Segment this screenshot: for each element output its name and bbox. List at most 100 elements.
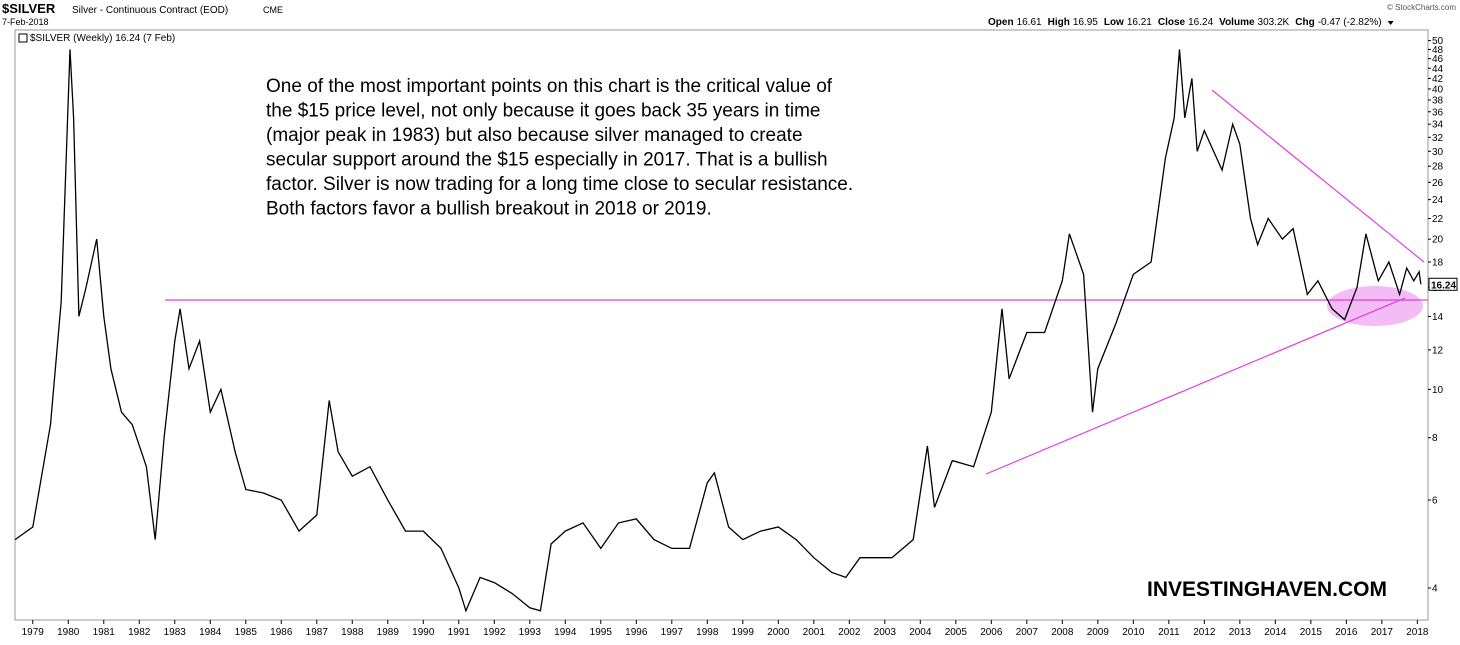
legend-swatch bbox=[18, 33, 28, 43]
y-tick-label: 44 bbox=[1432, 64, 1444, 75]
x-tick-label: 1999 bbox=[732, 627, 755, 638]
x-tick-label: 1987 bbox=[306, 627, 329, 638]
x-tick-label: 2012 bbox=[1193, 627, 1216, 638]
x-tick-label: 1981 bbox=[93, 627, 116, 638]
annotation-line: factor. Silver is now trading for a long… bbox=[266, 174, 853, 195]
annotation-line: (major peak in 1983) but also because si… bbox=[266, 125, 803, 146]
quote: Open 16.61 High 16.95 Low 16.21 Close 16.24 Volu… bbox=[988, 17, 1394, 28]
x-tick-label: 1991 bbox=[448, 627, 471, 638]
x-tick-label: 1982 bbox=[128, 627, 151, 638]
highlight-ellipse bbox=[1327, 286, 1423, 326]
x-tick-label: 1993 bbox=[519, 627, 542, 638]
x-tick-label: 1980 bbox=[57, 627, 80, 638]
quote-value: 16.21 bbox=[1127, 17, 1152, 28]
x-tick-label: 2005 bbox=[945, 627, 968, 638]
x-tick-label: 2011 bbox=[1158, 627, 1180, 638]
y-tick-label: 38 bbox=[1432, 96, 1444, 107]
y-tick-label: 14 bbox=[1432, 312, 1444, 323]
annotation-line: Both factors favor a bullish breakout in… bbox=[266, 199, 712, 220]
quote-arrow bbox=[1387, 21, 1394, 25]
x-tick-label: 1996 bbox=[625, 627, 648, 638]
last-price-label: 16.24 bbox=[1431, 280, 1456, 291]
quote-label: Volume bbox=[1219, 17, 1255, 28]
chart-title: $SILVER bbox=[2, 1, 56, 16]
x-tick-label: 2002 bbox=[838, 627, 861, 638]
quote-value: -0.47 (-2.82%) bbox=[1318, 17, 1382, 28]
y-tick-label: 36 bbox=[1432, 107, 1444, 118]
x-tick-label: 2007 bbox=[1016, 627, 1039, 638]
x-tick-label: 2006 bbox=[980, 627, 1003, 638]
y-tick-label: 10 bbox=[1432, 385, 1444, 396]
y-tick-label: 12 bbox=[1432, 345, 1444, 356]
annotation-line: secular support around the $15 especiall… bbox=[266, 150, 828, 171]
y-tick-label: 34 bbox=[1432, 120, 1444, 131]
x-tick-label: 1989 bbox=[377, 627, 400, 638]
support-trendline bbox=[985, 297, 1406, 475]
y-tick-label: 40 bbox=[1432, 84, 1444, 95]
x-tick-label: 1992 bbox=[483, 627, 506, 638]
quote-label: High bbox=[1048, 17, 1070, 28]
x-tick-label: 1990 bbox=[412, 627, 435, 638]
x-tick-label: 2013 bbox=[1229, 627, 1252, 638]
x-tick-label: 1988 bbox=[341, 627, 364, 638]
annotation: One of the most important points on this… bbox=[266, 76, 853, 220]
plot-frame bbox=[14, 29, 1429, 621]
last-price-box bbox=[1428, 277, 1458, 291]
annotation-line: One of the most important points on this… bbox=[266, 76, 833, 97]
y-tick-label: 24 bbox=[1432, 195, 1444, 206]
y-tick-label: 4 bbox=[1432, 583, 1438, 594]
quote-value: 303.2K bbox=[1258, 17, 1290, 28]
x-tick-label: 2018 bbox=[1406, 627, 1429, 638]
quote-value: 16.61 bbox=[1017, 17, 1042, 28]
y-tick-label: 8 bbox=[1432, 433, 1438, 444]
quote-value: 16.24 bbox=[1188, 17, 1213, 28]
price-line bbox=[14, 49, 1422, 613]
y-tick-label: 20 bbox=[1432, 235, 1444, 246]
x-tick-label: 2003 bbox=[874, 627, 897, 638]
quote-label: Open bbox=[988, 17, 1014, 28]
x-tick-label: 2010 bbox=[1122, 627, 1145, 638]
watermark: INVESTINGHAVEN.COM bbox=[1147, 578, 1387, 601]
x-tick-label: 1984 bbox=[199, 627, 222, 638]
x-tick-label: 2004 bbox=[909, 627, 932, 638]
y-tick-label: 6 bbox=[1432, 496, 1438, 507]
y-tick-label: 30 bbox=[1432, 147, 1444, 158]
x-tick-label: 2001 bbox=[803, 627, 826, 638]
x-tick-label: 2009 bbox=[1087, 627, 1110, 638]
x-tick-label: 1986 bbox=[270, 627, 293, 638]
chart-subtitle: Silver - Continuous Contract (EOD) bbox=[72, 5, 228, 16]
quote-label: Close bbox=[1158, 17, 1186, 28]
y-tick-label: 26 bbox=[1432, 178, 1444, 189]
y-tick-label: 46 bbox=[1432, 54, 1444, 65]
copyright: © StockCharts.com bbox=[1387, 3, 1456, 12]
y-tick-label: 50 bbox=[1432, 36, 1444, 47]
x-tick-label: 1979 bbox=[22, 627, 45, 638]
y-tick-label: 42 bbox=[1432, 74, 1444, 85]
x-tick-label: 2000 bbox=[767, 627, 790, 638]
legend-label: $SILVER (Weekly) 16.24 (7 Feb) bbox=[30, 33, 175, 44]
x-tick-label: 1983 bbox=[164, 627, 187, 638]
y-tick-label: 32 bbox=[1432, 133, 1444, 144]
x-tick-label: 2008 bbox=[1051, 627, 1074, 638]
y-tick-label: 48 bbox=[1432, 45, 1444, 56]
x-tick-label: 2017 bbox=[1371, 627, 1394, 638]
x-tick-label: 2016 bbox=[1335, 627, 1358, 638]
exchange: CME bbox=[263, 5, 283, 15]
annotation-line: the $15 price level, not only because it… bbox=[266, 101, 821, 122]
x-tick-label: 1998 bbox=[696, 627, 719, 638]
y-tick-label: 18 bbox=[1432, 257, 1444, 268]
date: 7-Feb-2018 bbox=[2, 17, 49, 27]
quote-label: Chg bbox=[1295, 17, 1314, 28]
x-tick-label: 1994 bbox=[554, 627, 577, 638]
y-tick-label: 28 bbox=[1432, 162, 1444, 173]
resistance-trendline bbox=[1211, 89, 1425, 263]
x-tick-label: 2014 bbox=[1264, 627, 1287, 638]
x-tick-label: 1985 bbox=[235, 627, 258, 638]
x-tick-label: 1995 bbox=[590, 627, 613, 638]
y-tick-label: 22 bbox=[1432, 214, 1444, 225]
quote-label: Low bbox=[1104, 17, 1124, 28]
x-tick-label: 2015 bbox=[1300, 627, 1323, 638]
quote-value: 16.95 bbox=[1073, 17, 1098, 28]
